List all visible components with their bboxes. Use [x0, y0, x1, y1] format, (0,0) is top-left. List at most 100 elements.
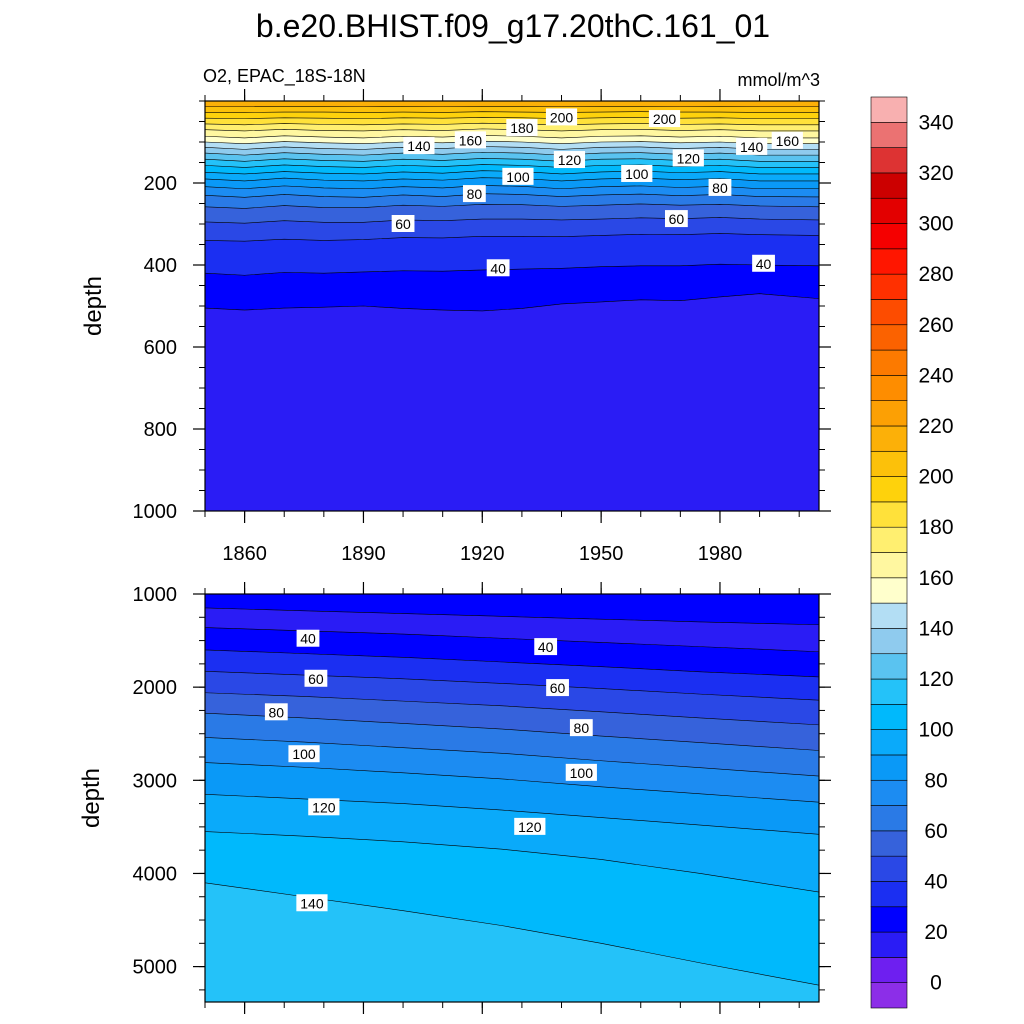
colorbar-swatch	[870, 172, 908, 199]
contour-band	[205, 794, 819, 893]
contour-label-box	[565, 763, 597, 781]
contour-line	[205, 193, 819, 198]
contour-band	[205, 141, 819, 150]
y-tick-label: 2000	[133, 677, 178, 699]
y-tick-label: 800	[144, 419, 177, 441]
contour-label-box	[296, 894, 328, 912]
contour-label-box	[546, 679, 569, 697]
contour-band	[205, 233, 819, 276]
colorbar-swatch	[870, 349, 908, 376]
colorbar-swatch	[870, 779, 908, 806]
contour-label: 120	[677, 150, 701, 166]
contour-label: 140	[300, 895, 324, 911]
contour-band	[205, 594, 819, 625]
contour-label-box	[771, 131, 803, 149]
colorbar-tick-label: 60	[924, 820, 947, 843]
colorbar-swatch	[870, 223, 908, 250]
contour-label: 160	[776, 133, 800, 149]
colorbar-swatch	[870, 197, 908, 224]
contour-label: 40	[490, 260, 506, 276]
contour-band	[205, 135, 819, 144]
contour-label-box	[752, 254, 775, 272]
colorbar-swatch	[870, 501, 908, 528]
contour-label: 80	[574, 720, 590, 736]
x-tick-label: 1920	[460, 543, 505, 565]
contour-line	[205, 607, 819, 626]
contour-band	[205, 692, 819, 751]
contour-band	[205, 737, 819, 803]
contour-line	[205, 737, 819, 777]
contour-label: 140	[740, 139, 764, 155]
colorbar-tick-label: 40	[924, 870, 947, 893]
contour-label-box	[288, 745, 320, 763]
contour-band	[205, 671, 819, 725]
colorbar-swatch	[870, 957, 908, 983]
colorbar-tick-label: 340	[918, 111, 953, 134]
contour-label: 160	[459, 132, 483, 148]
contour-label-box	[264, 703, 288, 721]
lower-plot-frame	[204, 593, 820, 1003]
contour-band	[205, 158, 819, 168]
contour-label-box	[391, 215, 415, 232]
colorbar-swatch	[870, 147, 908, 174]
colorbar-swatch	[870, 324, 908, 351]
contour-line	[205, 170, 819, 175]
contour-label: 60	[550, 680, 566, 696]
colorbar-tick-label: 140	[918, 617, 953, 640]
colorbar-swatch	[870, 729, 908, 756]
contour-label-box	[454, 131, 487, 149]
chart-title: b.e20.BHIST.f09_g17.20thC.161_01	[256, 8, 770, 44]
contour-line	[205, 671, 819, 701]
contour-line	[205, 122, 819, 126]
contour-label-box	[304, 669, 328, 687]
colorbar-tick-label: 180	[918, 516, 953, 539]
contour-label-box	[403, 137, 435, 155]
contour-label-box	[545, 108, 578, 126]
contour-line	[205, 135, 819, 139]
contour-band	[205, 152, 819, 162]
contour-label: 100	[570, 765, 594, 781]
contour-band	[205, 831, 819, 986]
contour-label-box	[502, 167, 534, 185]
variable-label: O2, EPAC_18S-18N	[203, 66, 366, 87]
y-tick-label: 600	[144, 337, 177, 359]
contour-label: 100	[292, 746, 316, 762]
colorbar-tick-label: 100	[918, 719, 953, 742]
contour-line	[205, 233, 819, 242]
contour-label-box	[296, 629, 320, 647]
colorbar-swatch	[870, 602, 908, 629]
contour-label-box	[486, 259, 510, 277]
contour-line	[205, 793, 819, 835]
contour-label: 100	[506, 169, 530, 185]
contour-band	[205, 264, 819, 311]
lower-y-axis-label: depth	[78, 768, 105, 828]
colorbar-tick-label: 240	[918, 364, 953, 387]
x-tick-label: 1890	[341, 543, 386, 565]
contour-label: 80	[467, 186, 483, 202]
colorbar-swatch	[870, 653, 908, 680]
contour-label: 80	[269, 704, 285, 720]
colorbar-tick-label: 80	[924, 769, 947, 792]
contour-band	[205, 882, 819, 1002]
contour-label-box	[553, 151, 586, 169]
colorbar-tick-label: 280	[918, 263, 953, 286]
colorbar-swatch	[870, 906, 908, 933]
contour-line	[205, 128, 819, 132]
colorbar-tick-label: 300	[918, 213, 953, 236]
lower-panel: 40 40 60 60 80 80 100 100 120 120 140 1000 2000 3000…	[78, 582, 831, 1014]
colorbar-tick-label: 160	[918, 567, 953, 590]
colorbar-swatch	[870, 704, 908, 730]
upper-contour-lines	[205, 106, 819, 312]
colorbar-tick-label: 120	[918, 668, 953, 691]
contour-label: 60	[395, 216, 411, 232]
colorbar-swatch	[870, 248, 908, 275]
colorbar-tick-label: 0	[930, 972, 942, 995]
contour-line	[205, 140, 819, 144]
colorbar-swatch	[870, 400, 908, 427]
contour-label: 140	[407, 138, 431, 154]
contour-label: 40	[300, 631, 316, 647]
contour-label: 40	[756, 256, 772, 272]
colorbar-tick-label: 200	[918, 466, 953, 489]
upper-contour-labels: 200 200 180 160 160 140 140 120 120 100 100 80 80 60 6…	[391, 108, 803, 277]
